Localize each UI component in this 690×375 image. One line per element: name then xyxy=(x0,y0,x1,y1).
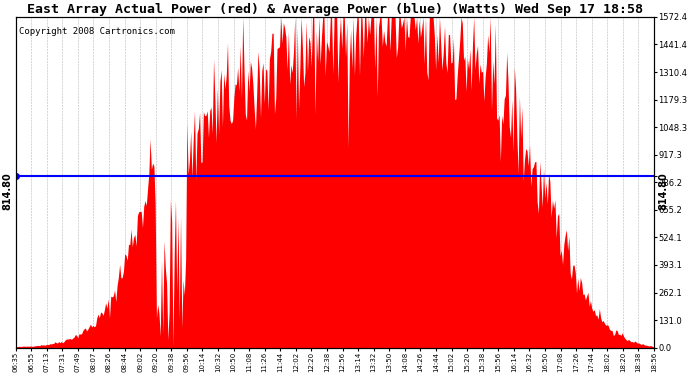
Text: Copyright 2008 Cartronics.com: Copyright 2008 Cartronics.com xyxy=(19,27,175,36)
Title: East Array Actual Power (red) & Average Power (blue) (Watts) Wed Sep 17 18:58: East Array Actual Power (red) & Average … xyxy=(27,3,643,16)
